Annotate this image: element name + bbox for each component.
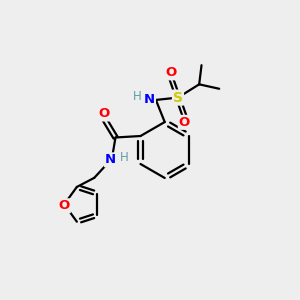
Text: O: O: [179, 116, 190, 129]
Text: O: O: [58, 199, 70, 212]
Text: H: H: [132, 91, 141, 103]
Text: O: O: [166, 66, 177, 80]
Text: H: H: [120, 151, 129, 164]
Text: O: O: [98, 107, 109, 120]
Text: S: S: [173, 91, 183, 105]
Text: N: N: [105, 153, 116, 167]
Text: N: N: [144, 93, 155, 106]
